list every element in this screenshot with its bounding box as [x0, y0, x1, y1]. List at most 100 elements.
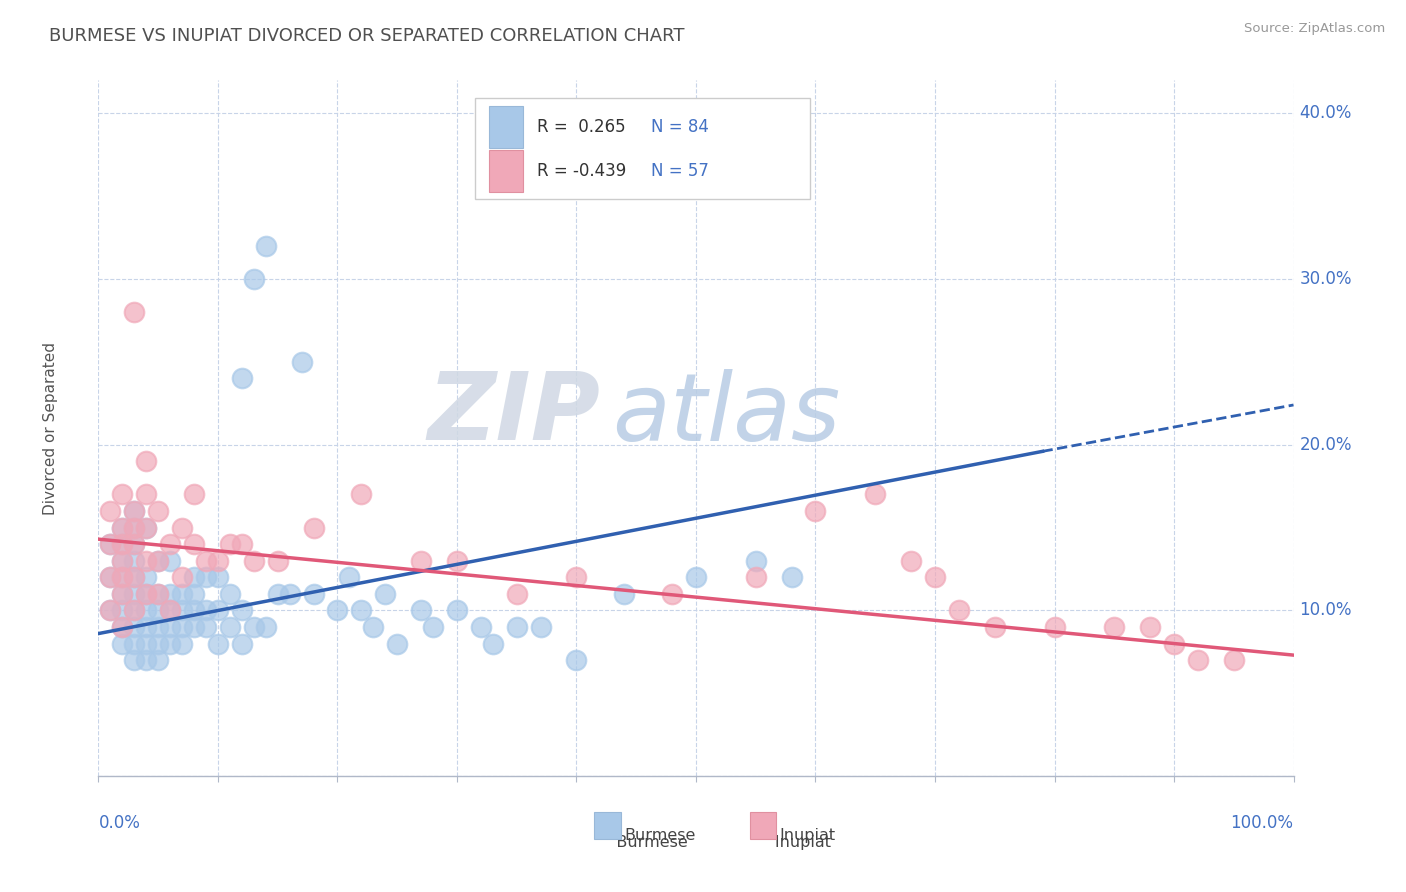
Point — [291, 355, 314, 369]
Point — [135, 570, 157, 584]
Point — [195, 620, 218, 634]
Point — [98, 504, 122, 518]
Point — [148, 603, 170, 617]
Text: 40.0%: 40.0% — [1299, 104, 1353, 122]
Point — [219, 587, 242, 601]
Point — [267, 554, 290, 568]
Point — [865, 487, 887, 501]
FancyBboxPatch shape — [475, 98, 810, 199]
Point — [1187, 653, 1209, 667]
Point — [481, 636, 505, 650]
Point — [183, 603, 205, 617]
Point — [124, 587, 146, 601]
Point — [111, 520, 134, 534]
Point — [565, 570, 588, 584]
Point — [148, 587, 170, 601]
Point — [804, 504, 827, 518]
Text: 100.0%: 100.0% — [1230, 814, 1294, 832]
Point — [195, 603, 218, 617]
Point — [159, 636, 181, 650]
Point — [159, 603, 181, 617]
Point — [111, 554, 134, 568]
Point — [565, 653, 588, 667]
Text: 30.0%: 30.0% — [1299, 270, 1353, 288]
FancyBboxPatch shape — [489, 106, 523, 148]
Point — [195, 570, 218, 584]
Point — [302, 520, 325, 534]
Point — [159, 620, 181, 634]
Point — [207, 636, 229, 650]
Point — [98, 537, 122, 551]
Point — [111, 520, 134, 534]
Point — [243, 554, 266, 568]
Point — [183, 487, 205, 501]
Point — [111, 587, 134, 601]
Point — [98, 603, 122, 617]
Point — [326, 603, 349, 617]
Point — [470, 620, 492, 634]
Point — [135, 554, 157, 568]
Point — [267, 587, 290, 601]
Point — [135, 603, 157, 617]
Point — [111, 537, 134, 551]
Point — [135, 620, 157, 634]
Point — [135, 636, 157, 650]
Point — [159, 587, 181, 601]
Point — [111, 570, 134, 584]
Point — [183, 587, 205, 601]
Point — [159, 603, 181, 617]
Point — [111, 603, 134, 617]
Point — [111, 487, 134, 501]
Point — [207, 603, 229, 617]
Point — [124, 305, 146, 319]
Point — [148, 653, 170, 667]
Point — [135, 520, 157, 534]
Point — [231, 537, 253, 551]
Text: Burmese                 Inupiat: Burmese Inupiat — [561, 835, 831, 850]
Point — [135, 520, 157, 534]
Point — [984, 620, 1007, 634]
Point — [254, 620, 277, 634]
Text: R =  0.265: R = 0.265 — [537, 118, 626, 136]
Point — [98, 570, 122, 584]
Text: Burmese: Burmese — [624, 828, 696, 843]
Point — [243, 272, 266, 286]
FancyBboxPatch shape — [749, 813, 776, 838]
Point — [613, 587, 636, 601]
Point — [446, 603, 468, 617]
Point — [148, 554, 170, 568]
Point — [111, 620, 134, 634]
Point — [1163, 636, 1185, 650]
Text: N = 57: N = 57 — [651, 161, 709, 179]
Point — [172, 636, 194, 650]
Point — [135, 454, 157, 468]
Text: 10.0%: 10.0% — [1299, 601, 1353, 619]
Point — [124, 520, 146, 534]
Text: ZIP: ZIP — [427, 368, 600, 460]
Point — [661, 587, 683, 601]
Point — [111, 587, 134, 601]
Point — [1104, 620, 1126, 634]
Point — [685, 570, 707, 584]
Point — [148, 636, 170, 650]
Point — [446, 554, 468, 568]
Point — [124, 570, 146, 584]
Point — [506, 620, 529, 634]
Point — [231, 371, 253, 385]
Point — [124, 554, 146, 568]
Point — [385, 636, 409, 650]
Point — [124, 504, 146, 518]
Point — [159, 554, 181, 568]
Point — [135, 587, 157, 601]
Point — [374, 587, 396, 601]
Point — [900, 554, 922, 568]
Point — [506, 587, 529, 601]
Point — [124, 537, 146, 551]
Point — [124, 603, 146, 617]
Point — [135, 653, 157, 667]
FancyBboxPatch shape — [595, 813, 620, 838]
Point — [411, 554, 433, 568]
Point — [278, 587, 301, 601]
Point — [172, 603, 194, 617]
Point — [339, 570, 361, 584]
